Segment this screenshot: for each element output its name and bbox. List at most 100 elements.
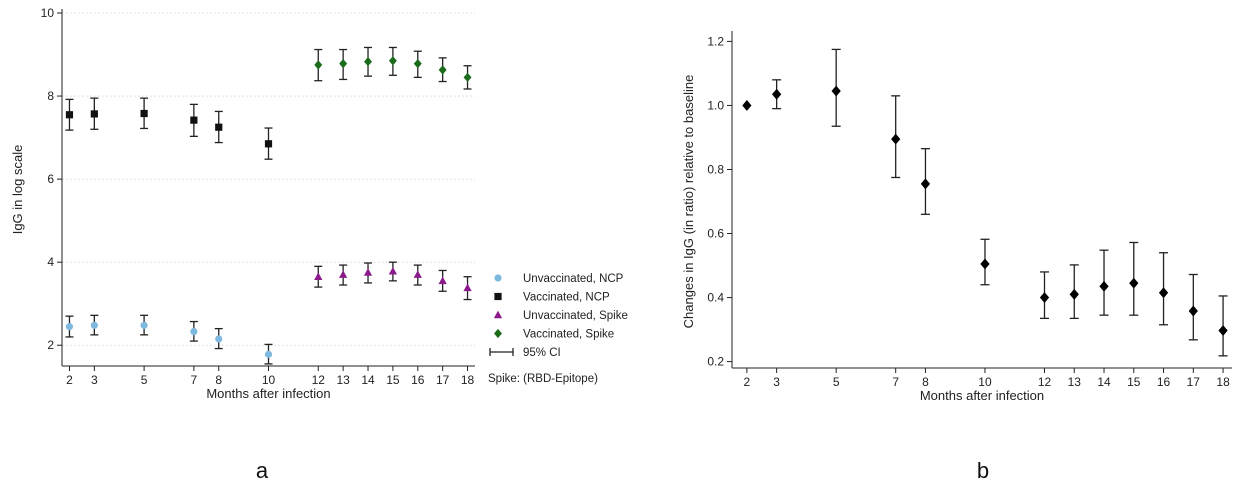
point-0-2	[831, 85, 841, 97]
y-tick-label-5: 1.2	[707, 34, 724, 48]
point-0-6	[1039, 292, 1050, 304]
series-1	[65, 97, 273, 160]
x-tick-label-10: 16	[1157, 375, 1171, 389]
point-0-3	[190, 327, 198, 336]
x-tick-label-2: 5	[141, 373, 148, 387]
x-tick-label-8: 14	[361, 373, 375, 387]
x-tick-label-0: 2	[744, 375, 751, 389]
point-0-4	[920, 178, 931, 190]
y-tick-label-4: 1.0	[707, 98, 724, 112]
point-2-4	[413, 270, 422, 278]
y-tick-label-4: 10	[41, 6, 55, 20]
y-tick-label-0: 0.2	[707, 355, 724, 369]
point-2-5	[438, 276, 447, 285]
point-3-1	[339, 58, 348, 69]
x-tick-label-3: 7	[191, 373, 198, 387]
point-0-10	[1158, 287, 1169, 299]
x-axis-label: Months after infection	[206, 386, 330, 401]
x-tick-label-11: 17	[1187, 375, 1201, 389]
point-2-1	[338, 270, 348, 278]
point-0-1	[772, 88, 782, 100]
point-0-12	[1218, 325, 1228, 336]
point-0-2	[140, 321, 148, 329]
x-tick-label-10: 16	[411, 373, 425, 387]
panel-label: a	[256, 458, 269, 483]
x-axis-label: Months after infection	[920, 388, 1044, 403]
legend: Unvaccinated, NCP Vaccinated, NCP Unvaccin…	[488, 273, 628, 385]
point-0-5	[264, 350, 273, 358]
legend-marker-3	[494, 328, 502, 339]
x-tick-label-1: 3	[91, 373, 98, 387]
point-0-0	[742, 99, 752, 111]
point-3-5	[438, 65, 447, 75]
point-2-2	[363, 268, 373, 276]
point-3-0	[314, 60, 323, 70]
x-tick-label-8: 14	[1097, 375, 1111, 389]
x-tick-label-7: 13	[1068, 375, 1082, 389]
point-0-9	[1129, 277, 1139, 289]
x-tick-label-6: 12	[1038, 375, 1052, 389]
legend-marker-2	[493, 310, 503, 319]
x-tick-label-11: 17	[436, 373, 450, 387]
point-3-3	[388, 56, 397, 66]
y-axis-label: Changes in IgG (in ratio) relative to ba…	[681, 75, 696, 329]
point-0-0	[65, 322, 74, 331]
point-0-8	[1099, 280, 1109, 292]
point-0-11	[1188, 305, 1198, 317]
x-tick-label-5: 10	[262, 373, 276, 387]
x-tick-label-3: 7	[892, 375, 899, 389]
y-tick-label-3: 0.8	[707, 162, 724, 176]
legend-ci-label: 95% CI	[523, 347, 561, 359]
x-tick-label-12: 18	[1216, 375, 1230, 389]
point-1-0	[65, 111, 74, 119]
point-1-1	[90, 110, 98, 118]
series-0	[742, 48, 1228, 357]
point-1-3	[190, 116, 198, 124]
x-tick-label-9: 15	[386, 373, 400, 387]
legend-marker-1	[494, 292, 502, 301]
legend-label-2: Unvaccinated, Spike	[523, 310, 628, 322]
legend-marker-0	[494, 274, 502, 282]
chart-b: 0.2 0.4 0.6 0.8 1.0 1.2 2 3 5 7 8 10 12 13 14 15 16 17 18 M…	[681, 31, 1232, 483]
point-1-4	[215, 123, 223, 131]
chart-a: 2 4 6 8 10 2 3 5 7 8 10 12 13 14 15 16 17 18 Months after …	[10, 6, 628, 483]
series-2	[314, 261, 472, 301]
point-0-3	[891, 133, 901, 145]
point-0-4	[215, 335, 223, 343]
legend-label-3: Vaccinated, Spike	[523, 329, 614, 341]
legend-note: Spike: (RBD-Epitope)	[488, 373, 598, 385]
series-0	[65, 314, 273, 365]
x-tick-label-12: 18	[461, 373, 475, 387]
point-0-1	[90, 321, 98, 329]
x-tick-label-0: 2	[66, 373, 73, 387]
x-tick-label-1: 3	[773, 375, 780, 389]
point-1-5	[264, 140, 273, 148]
x-tick-label-2: 5	[833, 375, 840, 389]
x-tick-label-4: 8	[922, 375, 929, 389]
point-2-6	[463, 283, 472, 292]
y-tick-label-1: 0.4	[707, 291, 724, 305]
y-axis-label: IgG in log scale	[10, 145, 25, 235]
point-0-5	[980, 258, 990, 270]
point-3-6	[463, 72, 472, 83]
y-tick-label-1: 4	[47, 255, 54, 269]
point-1-2	[140, 109, 148, 118]
legend-label-0: Unvaccinated, NCP	[523, 273, 624, 285]
x-tick-label-9: 15	[1127, 375, 1141, 389]
x-tick-label-4: 8	[215, 373, 222, 387]
panel-label: b	[977, 458, 989, 483]
point-3-4	[413, 58, 422, 69]
y-tick-label-3: 8	[47, 89, 54, 103]
point-3-2	[364, 56, 372, 67]
legend-label-1: Vaccinated, NCP	[523, 292, 610, 304]
y-tick-label-2: 0.6	[707, 227, 724, 241]
x-tick-label-5: 10	[978, 375, 992, 389]
x-tick-label-7: 13	[336, 373, 350, 387]
y-tick-label-2: 6	[47, 172, 54, 186]
x-tick-label-6: 12	[312, 373, 326, 387]
point-2-3	[388, 266, 398, 275]
point-2-0	[314, 272, 323, 280]
series-3	[314, 46, 472, 90]
y-tick-label-0: 2	[47, 338, 54, 352]
